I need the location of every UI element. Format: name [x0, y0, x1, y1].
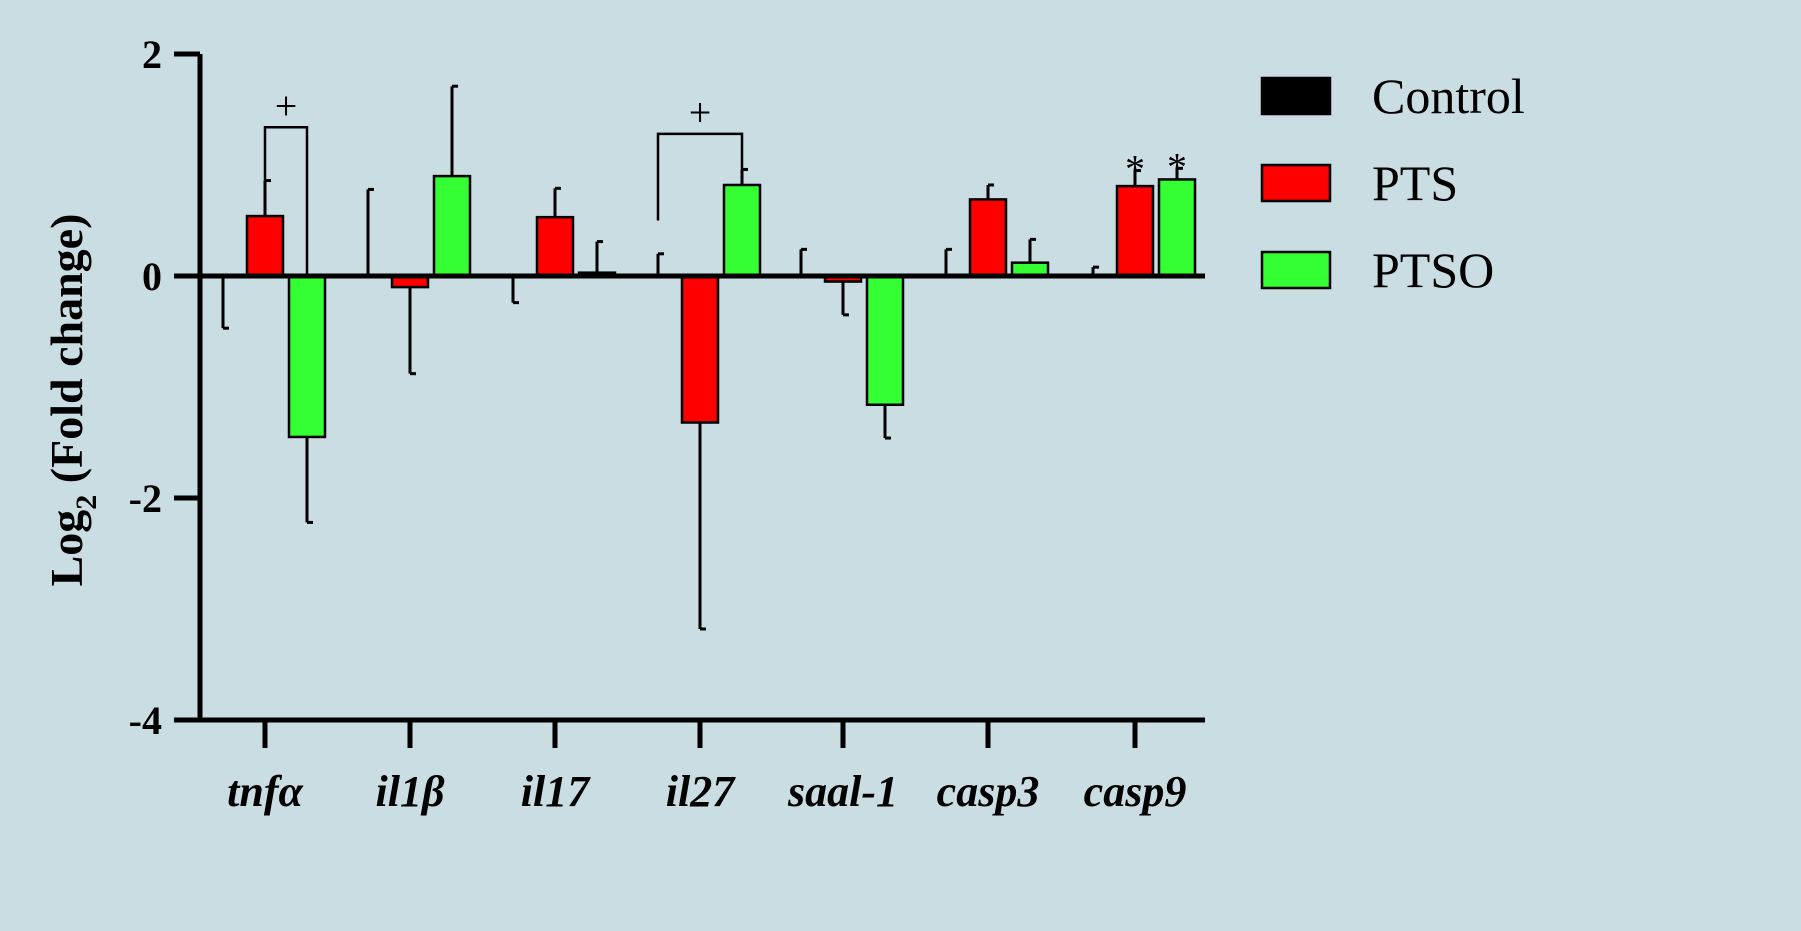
significance-symbol: + [275, 83, 298, 128]
legend-item-ptso: PTSO [1260, 242, 1494, 298]
x-category-label: casp3 [937, 767, 1040, 816]
error-bar [1133, 169, 1141, 187]
bar-ptso [865, 274, 905, 407]
y-tick-label: 0 [142, 254, 162, 299]
y-label-main: Log [41, 510, 92, 587]
significance-annotations: + + * * [263, 83, 1187, 276]
legend-swatch [1260, 250, 1332, 290]
bar-pts [245, 214, 285, 278]
bar-ptso [432, 174, 472, 278]
bar-ptso [1157, 178, 1197, 278]
bar-pts [535, 215, 575, 278]
legend-label: Control [1372, 68, 1525, 124]
error-bar [883, 404, 891, 440]
y-label-subscript: 2 [70, 495, 103, 510]
x-category-label: casp9 [1084, 767, 1187, 816]
error-bar [408, 287, 416, 376]
significance-bracket: + [656, 90, 744, 221]
error-bar [799, 247, 807, 276]
x-category-label: il17 [521, 767, 591, 816]
y-axis-label: Log2 (Fold change) [41, 214, 103, 587]
error-bar [511, 276, 519, 305]
bars-layer [245, 174, 1197, 439]
error-bar [698, 422, 706, 631]
legend-swatch [1260, 163, 1332, 203]
error-bar [366, 187, 374, 276]
bar-ptso [287, 274, 327, 439]
legend-item-control: Control [1260, 68, 1525, 124]
significance-asterisk: * [1125, 147, 1145, 192]
x-category-label: il1β [376, 767, 445, 816]
bar-ptso [722, 183, 762, 278]
error-bar [740, 167, 748, 185]
legend: Control PTS PTSO [1260, 68, 1525, 298]
bar-pts [680, 274, 720, 424]
error-bar [450, 84, 458, 177]
legend-label: PTS [1372, 155, 1458, 211]
error-bar [986, 183, 994, 200]
legend-label: PTSO [1372, 242, 1494, 298]
y-tick-label: 2 [142, 32, 162, 77]
legend-item-pts: PTS [1260, 155, 1458, 211]
error-bar [1028, 237, 1036, 263]
error-bar [841, 281, 849, 317]
bar-pts [1115, 184, 1155, 278]
bracket-line [263, 126, 309, 276]
error-bar [595, 240, 603, 273]
x-category-label: tnfα [227, 767, 303, 816]
error-bar [221, 276, 229, 330]
y-tick-label: -4 [129, 698, 162, 743]
error-bar [305, 436, 313, 524]
error-bar [944, 247, 952, 276]
legend-swatch [1260, 76, 1332, 116]
x-category-label: saal-1 [787, 767, 898, 816]
significance-bracket: + [263, 83, 309, 276]
y-ticks: 2 0 -2 -4 [129, 32, 200, 743]
significance-asterisk: * [1167, 144, 1187, 189]
error-bar [553, 186, 561, 218]
bar-pts [968, 198, 1008, 278]
y-tick-label: -2 [129, 476, 162, 521]
significance-symbol: + [689, 90, 712, 135]
x-category-label: il27 [666, 767, 736, 816]
error-bar [656, 252, 664, 276]
bracket-line [656, 132, 744, 221]
y-label-rest: (Fold change) [41, 214, 92, 495]
x-category-labels: tnfα il1β il17 il27 saal-1 casp3 casp9 [227, 720, 1186, 816]
error-bar [1175, 166, 1183, 180]
